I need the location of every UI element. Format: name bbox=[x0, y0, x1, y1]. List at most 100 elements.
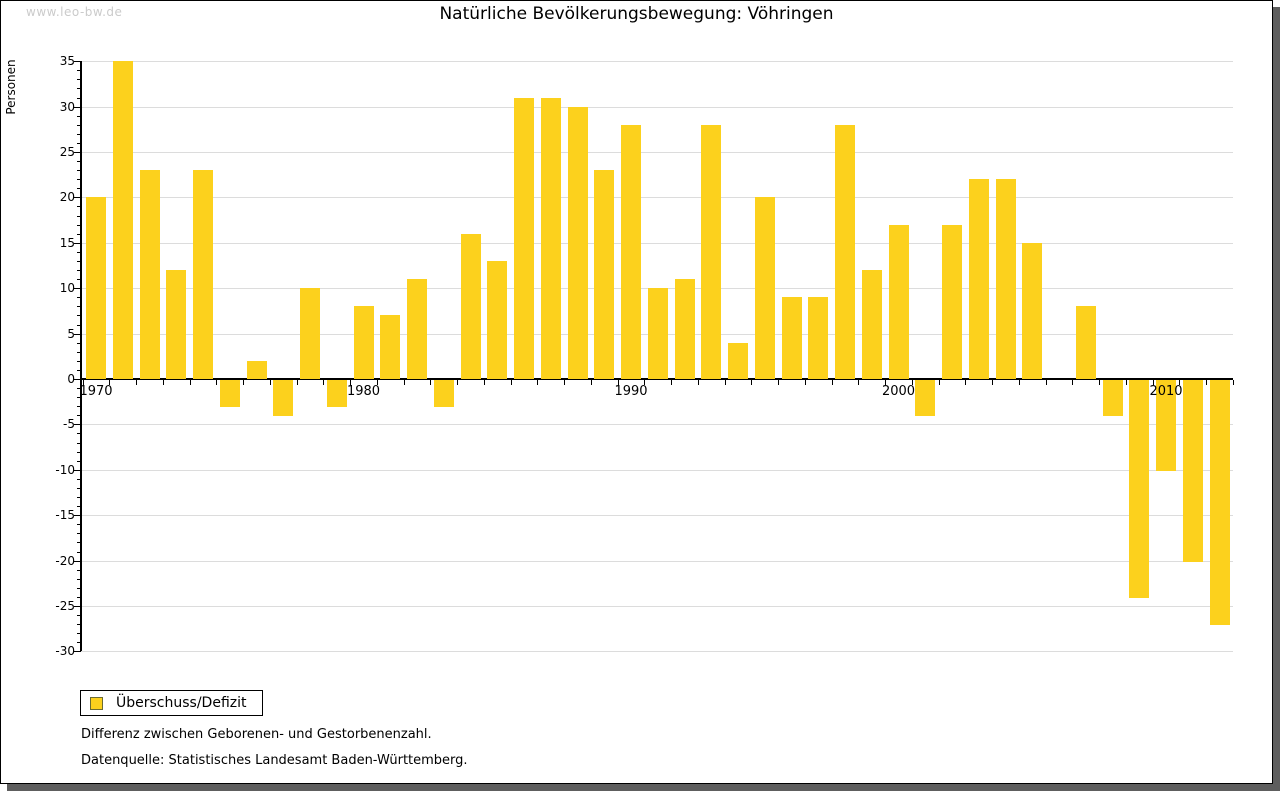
y-axis-tick bbox=[77, 569, 81, 571]
bar-1997 bbox=[808, 297, 829, 379]
gridline bbox=[81, 197, 1233, 199]
y-axis-tick bbox=[77, 633, 81, 635]
y-axis-tick-label: -15 bbox=[55, 508, 75, 523]
y-axis-tick bbox=[77, 497, 81, 499]
x-axis-tick bbox=[189, 380, 191, 385]
bar-1986 bbox=[514, 97, 534, 379]
x-axis-tick bbox=[590, 380, 592, 385]
y-axis-tick-label: 5 bbox=[67, 326, 75, 341]
bar-1993 bbox=[701, 124, 722, 379]
y-axis-tick-label: -30 bbox=[55, 644, 75, 659]
bar-1989 bbox=[594, 170, 615, 379]
y-axis-tick bbox=[77, 624, 81, 626]
x-axis-tick-label: 1990 bbox=[614, 384, 648, 399]
bar-2001 bbox=[915, 380, 936, 417]
y-axis-tick bbox=[77, 315, 81, 317]
y-axis-tick bbox=[77, 596, 81, 598]
y-axis-tick bbox=[77, 360, 81, 362]
x-axis-tick bbox=[1072, 380, 1074, 385]
x-axis-tick bbox=[885, 380, 887, 385]
x-axis-tick bbox=[269, 380, 271, 385]
y-axis-tick bbox=[77, 133, 81, 135]
y-axis-tick bbox=[77, 406, 81, 408]
y-axis-tick bbox=[74, 61, 81, 63]
x-axis-tick bbox=[671, 380, 673, 385]
y-axis-tick bbox=[74, 515, 81, 517]
gridline bbox=[81, 651, 1233, 653]
x-axis-tick-label: 2010 bbox=[1149, 384, 1183, 399]
watermark: www.leo-bw.de bbox=[26, 5, 123, 19]
bar-1999 bbox=[861, 270, 882, 379]
x-axis-tick bbox=[376, 380, 378, 385]
y-axis-tick bbox=[77, 460, 81, 462]
bar-1970 bbox=[86, 197, 106, 379]
bar-2005 bbox=[1022, 242, 1043, 379]
x-axis-tick bbox=[938, 380, 940, 385]
y-axis-tick bbox=[77, 587, 81, 589]
bar-2000 bbox=[888, 224, 909, 379]
y-axis-tick bbox=[77, 279, 81, 281]
y-axis-tick bbox=[74, 379, 81, 380]
gridline bbox=[81, 61, 1233, 63]
y-axis-tick bbox=[77, 233, 81, 235]
y-axis-tick bbox=[77, 161, 81, 163]
x-axis-tick bbox=[1125, 380, 1127, 385]
bar-1976 bbox=[246, 360, 267, 379]
y-axis-tick bbox=[77, 188, 81, 190]
x-axis-tick bbox=[243, 380, 245, 385]
x-axis-tick bbox=[1206, 380, 1208, 385]
y-axis-tick bbox=[74, 560, 81, 562]
y-axis-tick bbox=[77, 97, 81, 99]
legend-swatch-icon bbox=[90, 696, 103, 710]
y-axis-tick-label: -20 bbox=[55, 553, 75, 568]
gridline bbox=[81, 469, 1233, 471]
x-axis-tick bbox=[1018, 380, 1020, 385]
x-axis-tick bbox=[350, 380, 352, 385]
bar-1996 bbox=[781, 297, 802, 379]
y-axis-tick bbox=[74, 197, 81, 199]
x-axis-tick bbox=[537, 380, 539, 385]
y-axis-tick bbox=[77, 388, 81, 390]
legend: Überschuss/Defizit bbox=[80, 690, 264, 716]
bar-1994 bbox=[728, 342, 748, 379]
bar-1971 bbox=[112, 61, 133, 379]
y-axis-tick bbox=[77, 88, 81, 90]
bar-1981 bbox=[380, 315, 401, 379]
bar-1998 bbox=[835, 124, 855, 379]
y-axis-tick bbox=[77, 260, 81, 262]
y-axis-tick bbox=[77, 79, 81, 81]
gridline bbox=[81, 152, 1233, 153]
x-axis-tick bbox=[804, 380, 806, 385]
x-axis-tick bbox=[751, 380, 753, 385]
y-axis-tick bbox=[77, 251, 81, 253]
y-axis-tick bbox=[77, 433, 81, 435]
y-axis-tick bbox=[74, 651, 81, 653]
x-axis-tick-label: 1980 bbox=[346, 384, 381, 399]
bar-2007 bbox=[1075, 306, 1096, 379]
y-axis-tick bbox=[74, 333, 81, 335]
x-axis-tick bbox=[1099, 380, 1101, 385]
y-axis-tick bbox=[77, 478, 81, 480]
y-axis-tick bbox=[77, 578, 81, 580]
y-axis-tick bbox=[77, 442, 81, 444]
x-axis-tick bbox=[617, 380, 619, 385]
bar-1979 bbox=[326, 380, 347, 408]
y-axis-tick bbox=[77, 179, 81, 181]
y-axis-tick bbox=[74, 152, 81, 153]
chart-title: Natürliche Bevölkerungsbewegung: Vöhring… bbox=[439, 4, 834, 24]
y-axis-tick bbox=[74, 242, 81, 244]
bar-1982 bbox=[407, 279, 427, 379]
y-axis-tick bbox=[77, 270, 81, 272]
y-axis-tick bbox=[77, 115, 81, 117]
y-axis-tick bbox=[77, 415, 81, 417]
x-axis-tick bbox=[831, 380, 833, 385]
y-axis-tick bbox=[77, 324, 81, 326]
x-axis-tick bbox=[1045, 380, 1047, 385]
bar-1980 bbox=[353, 306, 374, 379]
bar-2002 bbox=[942, 224, 962, 379]
y-axis-tick bbox=[77, 224, 81, 226]
x-axis-tick bbox=[136, 380, 138, 385]
bar-1995 bbox=[754, 197, 775, 379]
